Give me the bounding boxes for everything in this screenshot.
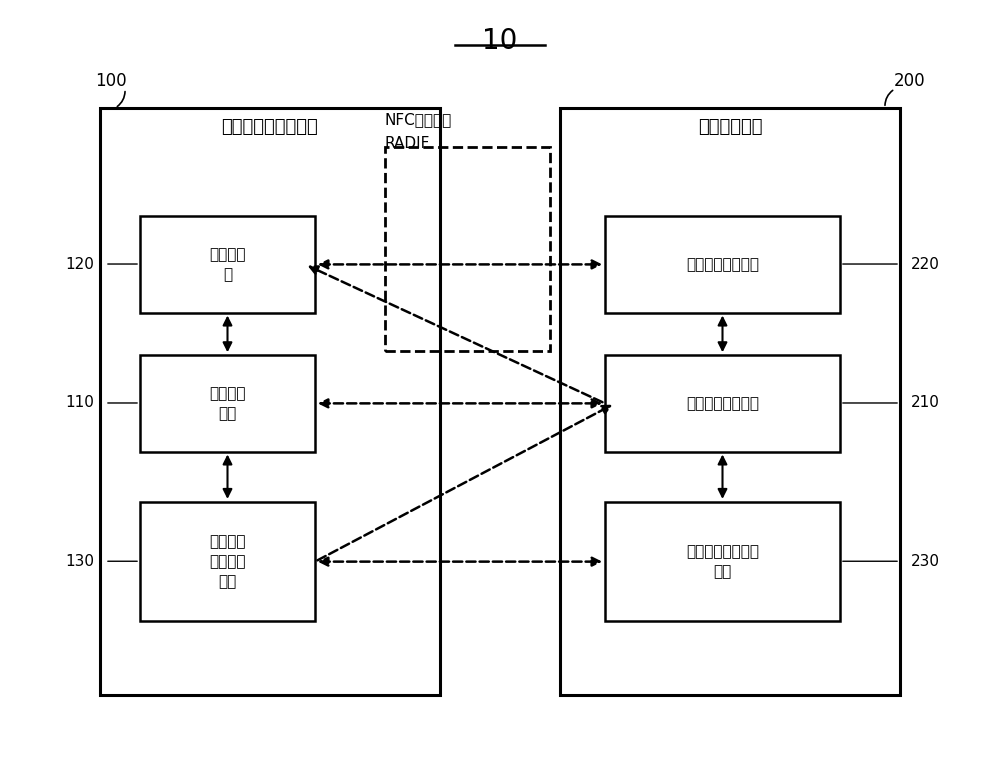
Bar [605,216,840,313]
Text: 乘客身份识别模块: 乘客身份识别模块 [686,396,759,411]
Text: 电梯控制装置: 电梯控制装置 [698,118,762,137]
Text: 210: 210 [911,395,939,411]
Bar [385,147,550,351]
Text: 乘客身体状况检测
模块: 乘客身体状况检测 模块 [686,544,759,579]
Text: 110: 110 [66,395,94,411]
Text: 动作传感
器: 动作传感 器 [209,247,246,282]
Text: NFC或蓝牙或: NFC或蓝牙或 [385,113,452,127]
Text: 呼梯操作识别模块: 呼梯操作识别模块 [686,257,759,272]
Bar [100,108,440,695]
Bar [140,502,315,621]
Text: 220: 220 [911,256,939,272]
Text: 生物特征
信息采集
模块: 生物特征 信息采集 模块 [209,534,246,589]
Text: 手腕穿戴式智能设备: 手腕穿戴式智能设备 [222,118,318,137]
Bar [140,216,315,313]
FancyArrowPatch shape [885,90,893,105]
Text: 130: 130 [66,554,94,569]
Text: 100: 100 [95,72,127,90]
Bar [140,355,315,452]
Text: 230: 230 [910,554,940,569]
Bar [560,108,900,695]
Bar [605,355,840,452]
Text: RADIF: RADIF [385,136,430,151]
Text: 120: 120 [66,256,94,272]
Text: 身份标识
模块: 身份标识 模块 [209,386,246,421]
Bar [605,502,840,621]
Text: 200: 200 [893,72,925,90]
Text: 10: 10 [482,27,518,55]
FancyArrowPatch shape [117,92,125,107]
